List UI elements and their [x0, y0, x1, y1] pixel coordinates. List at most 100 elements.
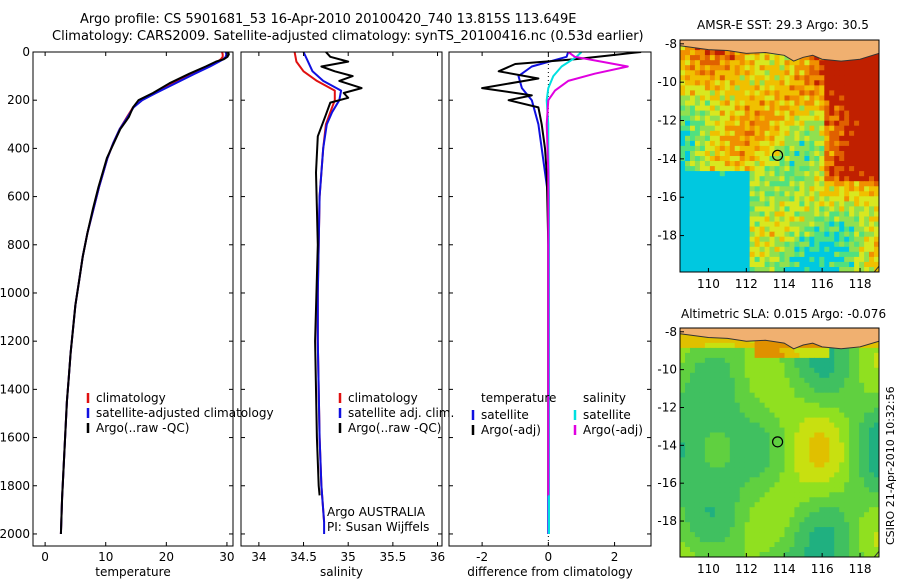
map-cell: [774, 55, 781, 61]
map-cell: [819, 246, 825, 253]
map-cell: [849, 527, 855, 533]
map-cell: [699, 156, 706, 162]
map-cell: [794, 151, 800, 157]
map-cell: [714, 367, 721, 374]
map-cell: [864, 412, 870, 419]
map-cell: [814, 522, 820, 528]
map-cell: [729, 50, 736, 56]
map-cell: [749, 191, 756, 197]
map-cell: [794, 267, 800, 272]
map-cell: [794, 186, 800, 192]
map-cell: [724, 115, 731, 122]
map-cell: [739, 432, 746, 439]
map-cell: [829, 115, 835, 122]
map-cell: [754, 492, 761, 498]
map-cell: [749, 221, 756, 228]
map-cell: [844, 236, 850, 243]
map-cell: [759, 186, 766, 192]
map-cell: [685, 236, 691, 243]
map-cell: [704, 502, 711, 508]
map-cell: [874, 367, 879, 374]
map-cell: [784, 191, 791, 197]
map-cell: [724, 201, 731, 207]
map-cell: [709, 392, 716, 399]
map-cell: [734, 497, 741, 503]
map-cell: [699, 352, 706, 359]
map-cell: [874, 161, 879, 167]
map-cell: [774, 251, 781, 258]
map-cell: [794, 462, 800, 468]
map-cell: [754, 206, 761, 212]
map-cell: [874, 191, 879, 197]
map-cell: [774, 547, 781, 553]
map-cell: [804, 110, 810, 117]
map-cell: [704, 267, 711, 272]
map-cell: [685, 196, 691, 202]
map-cell: [779, 196, 786, 202]
map-cell: [719, 402, 726, 409]
map-cell: [774, 226, 781, 233]
map-cell: [704, 402, 711, 409]
map-cell: [834, 246, 840, 253]
map-cell: [685, 75, 691, 81]
map-cell: [874, 75, 879, 81]
map-cell: [784, 362, 791, 369]
map-cell: [699, 115, 706, 122]
map-cell: [829, 120, 835, 127]
map-cell: [849, 432, 855, 439]
map-cell: [744, 487, 751, 493]
map-cell: [779, 392, 786, 399]
map-cell: [804, 90, 810, 96]
map-cell: [834, 75, 840, 81]
map-cell: [734, 372, 741, 379]
map-cell: [824, 512, 830, 518]
map-cell: [799, 226, 805, 233]
map-cell: [814, 462, 820, 468]
map-cell: [680, 231, 686, 238]
map-cell: [824, 95, 830, 102]
map-cell: [834, 156, 840, 162]
map-cell: [849, 221, 855, 228]
map-cell: [690, 221, 696, 228]
map-cell: [685, 100, 691, 107]
map-cell: [744, 241, 751, 248]
map-cell: [849, 477, 855, 483]
map-cell: [680, 267, 686, 272]
map-cell: [804, 457, 810, 463]
map-cell: [769, 507, 776, 513]
map-cell: [749, 507, 756, 513]
map-cell: [764, 402, 771, 409]
map-cell: [819, 171, 825, 177]
map-cell: [839, 412, 845, 419]
map-cell: [714, 201, 721, 207]
map-cell: [839, 60, 845, 66]
axes-layer: 0 10 20 30020040060080010001200140016001800…: [0, 37, 880, 579]
map-cell: [714, 130, 721, 137]
map-cell: [680, 211, 686, 218]
map-cell: [724, 512, 731, 518]
map-cell: [769, 552, 776, 557]
map-cell: [764, 447, 771, 454]
map-cell: [680, 256, 686, 263]
map-cell: [789, 452, 796, 459]
map-cell: [769, 60, 776, 66]
map-cell: [834, 216, 840, 223]
map-cell: [779, 211, 786, 218]
map-cell: [769, 75, 776, 81]
map-cell: [744, 442, 751, 449]
map-cell: [704, 377, 711, 384]
map-cell: [724, 246, 731, 253]
map-cell: [859, 241, 865, 248]
map-cell: [824, 407, 830, 414]
map-cell: [690, 382, 696, 389]
map-cell: [759, 537, 766, 543]
map-cell: [794, 362, 800, 369]
map-cell: [690, 467, 696, 473]
map-cell: [779, 145, 786, 152]
map-cell: [744, 156, 751, 162]
map-cell: [709, 352, 716, 359]
map-cell: [844, 542, 850, 548]
map-cell: [854, 216, 860, 223]
map-cell: [709, 206, 716, 212]
map-cell: [739, 547, 746, 553]
